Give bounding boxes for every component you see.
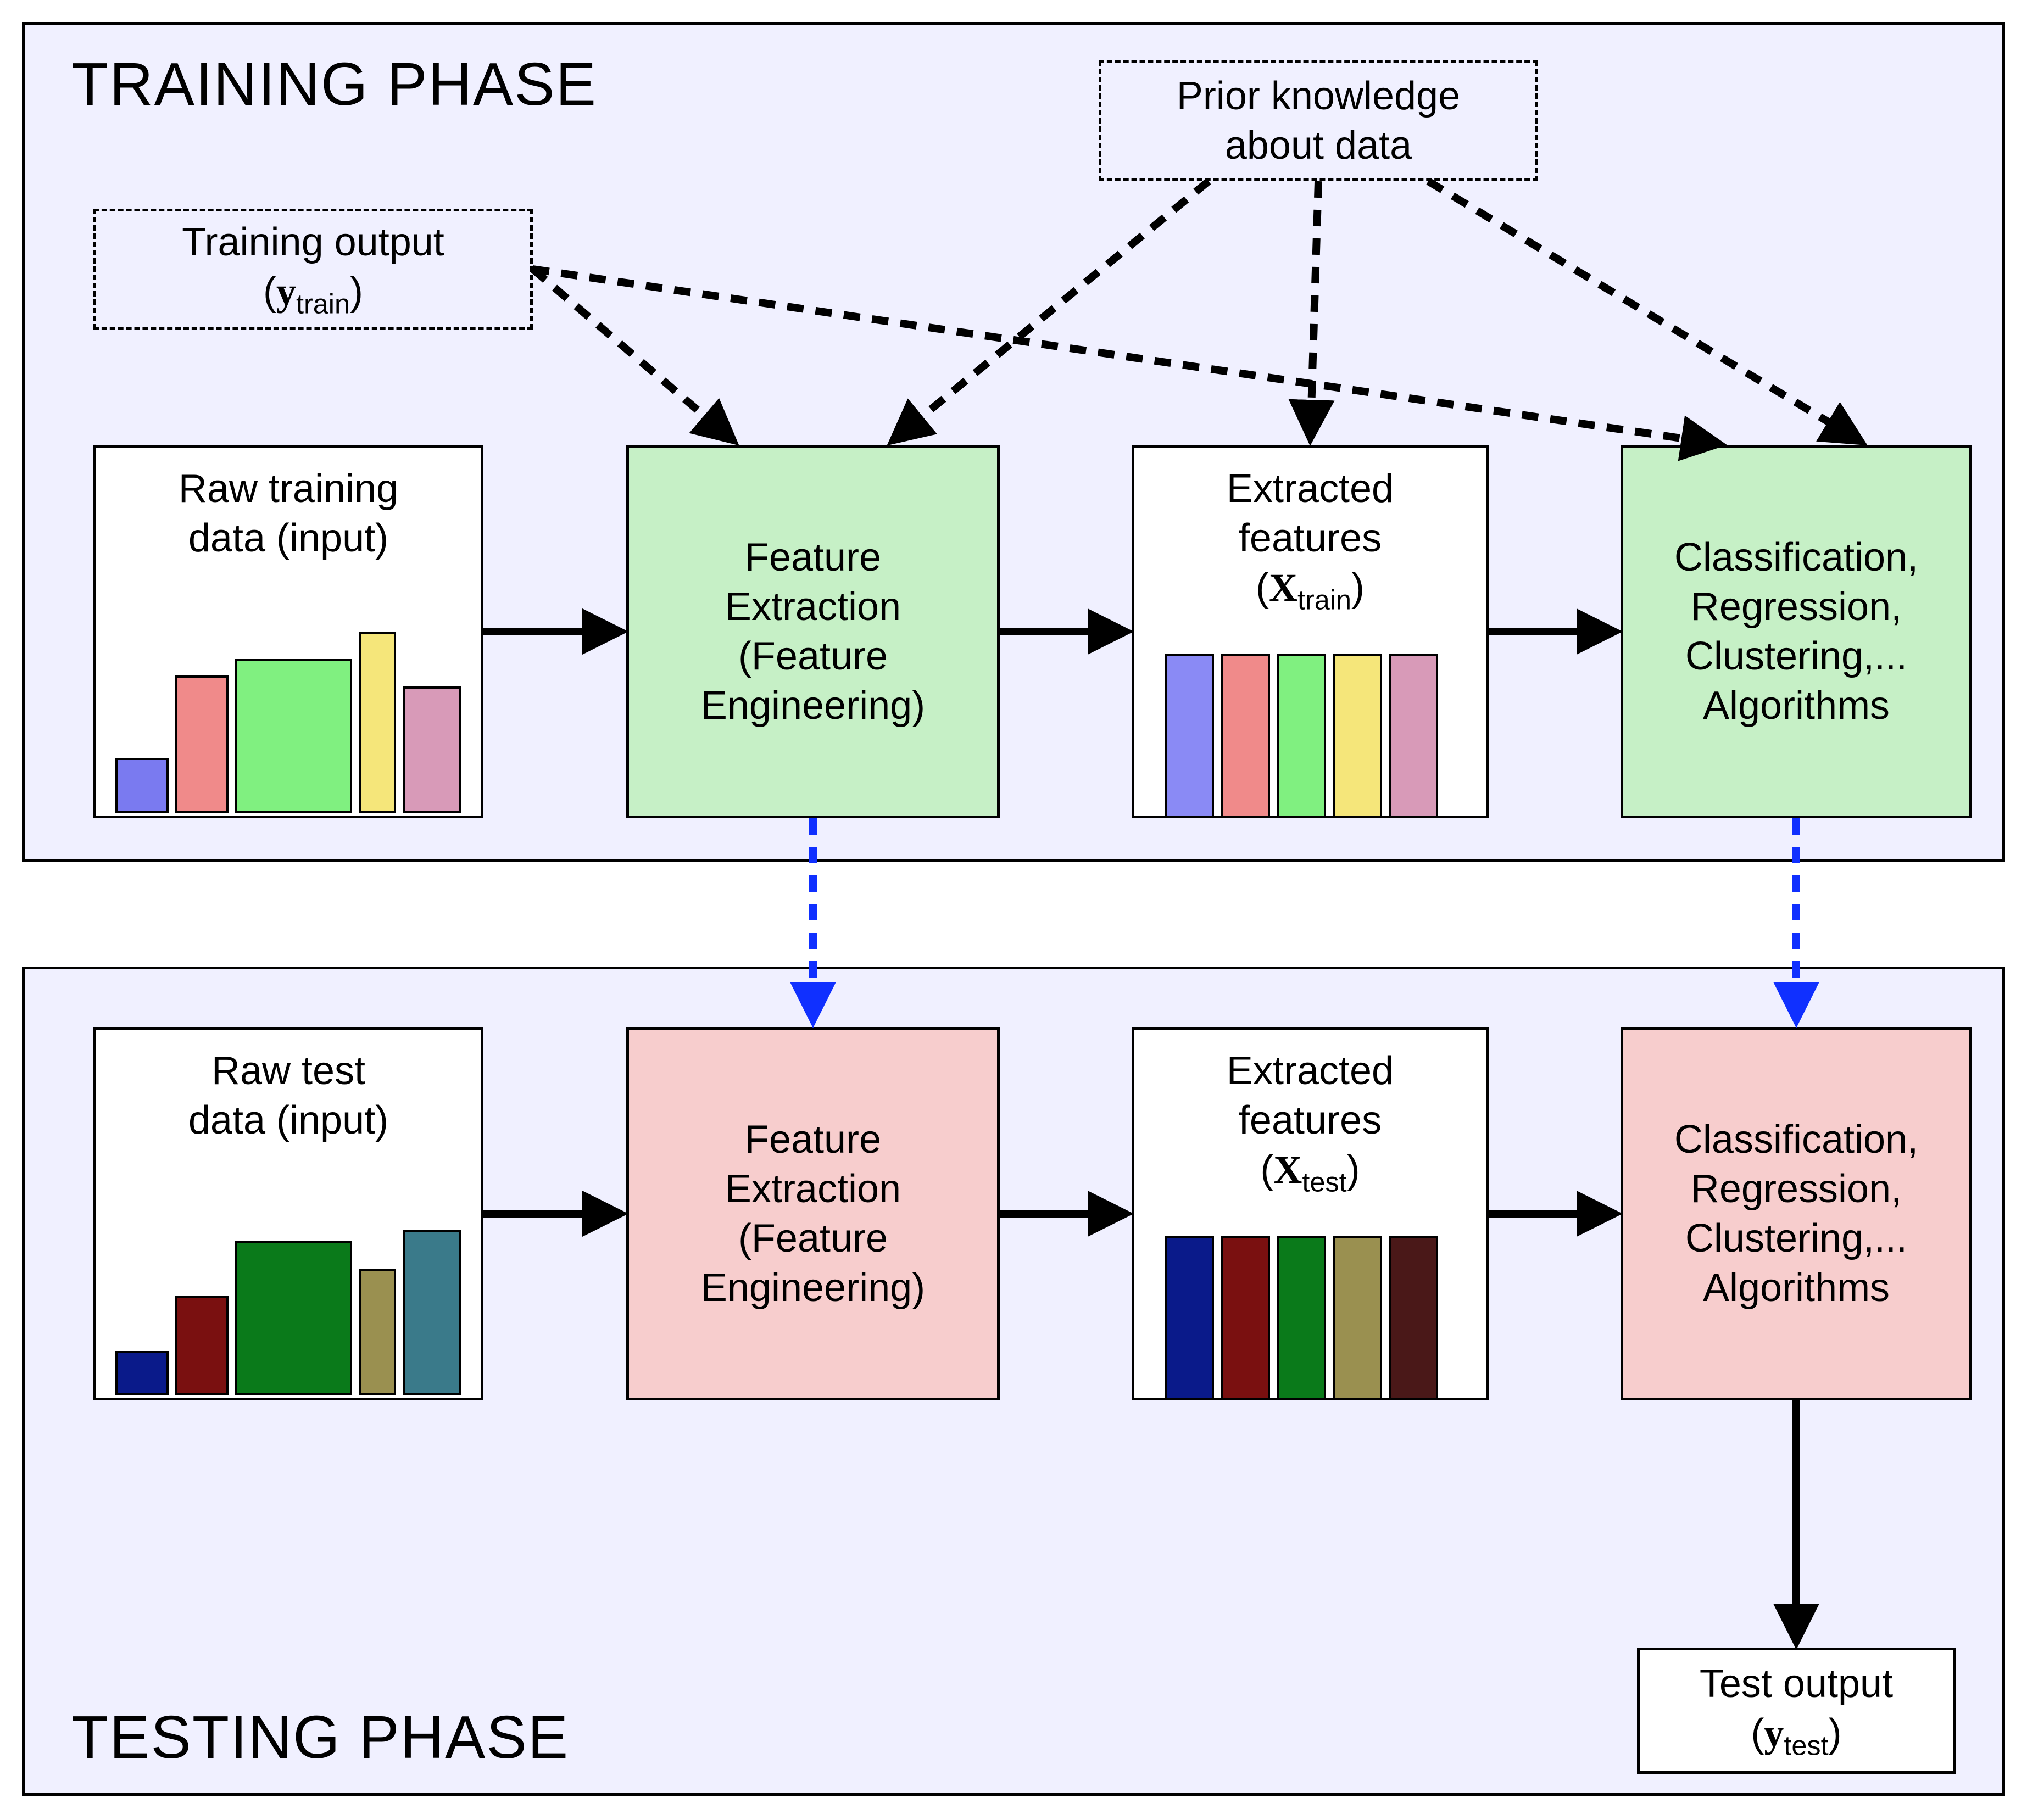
node-label-ext_train: Extractedfeatures(Xtrain) — [1216, 448, 1405, 622]
node-label-alg_train: Classification,Regression,Clustering,...… — [1663, 527, 1929, 736]
bar — [235, 1241, 352, 1395]
node-alg_test: Classification,Regression,Clustering,...… — [1621, 1027, 1972, 1400]
node-prior: Prior knowledgeabout data — [1099, 60, 1538, 181]
bar — [1221, 1236, 1270, 1400]
bar — [1221, 654, 1270, 818]
bar — [235, 659, 352, 813]
node-label-raw_test: Raw testdata (input) — [177, 1030, 399, 1151]
bar — [403, 1230, 461, 1395]
node-label-prior: Prior knowledgeabout data — [1166, 66, 1471, 176]
bar — [359, 1269, 396, 1395]
bars-raw_train — [115, 621, 461, 813]
node-label-fe_test: FeatureExtraction(FeatureEngineering) — [690, 1109, 936, 1318]
bar — [1333, 1236, 1382, 1400]
bar — [359, 632, 396, 813]
node-label-raw_train: Raw trainingdata (input) — [168, 448, 409, 568]
bar — [1333, 654, 1382, 818]
node-fe_train: FeatureExtraction(FeatureEngineering) — [626, 445, 1000, 818]
bar — [1389, 1236, 1438, 1400]
training-phase-title: TRAINING PHASE — [71, 49, 597, 119]
node-label-alg_test: Classification,Regression,Clustering,...… — [1663, 1109, 1929, 1318]
diagram-canvas: TRAINING PHASE TESTING PHASE Prior knowled… — [0, 0, 2027, 1820]
bar — [1165, 1236, 1214, 1400]
bar — [115, 1351, 169, 1395]
node-train_out: Training output(ytrain) — [93, 209, 533, 330]
bars-ext_test — [1165, 1208, 1461, 1400]
bars-ext_train — [1165, 626, 1461, 818]
node-label-test_out: Test output(ytest) — [1689, 1654, 1904, 1768]
bar — [175, 675, 229, 813]
node-label-train_out: Training output(ytrain) — [171, 212, 455, 326]
bar — [1389, 654, 1438, 818]
bar — [403, 686, 461, 813]
bars-raw_test — [115, 1203, 461, 1395]
node-test_out: Test output(ytest) — [1637, 1648, 1956, 1774]
bar — [1165, 654, 1214, 818]
node-label-fe_train: FeatureExtraction(FeatureEngineering) — [690, 527, 936, 736]
testing-phase-title: TESTING PHASE — [71, 1702, 569, 1772]
node-label-ext_test: Extractedfeatures(Xtest) — [1216, 1030, 1405, 1204]
bar — [1277, 1236, 1326, 1400]
bar — [1277, 654, 1326, 818]
node-fe_test: FeatureExtraction(FeatureEngineering) — [626, 1027, 1000, 1400]
node-alg_train: Classification,Regression,Clustering,...… — [1621, 445, 1972, 818]
bar — [115, 758, 169, 813]
bar — [175, 1296, 229, 1395]
